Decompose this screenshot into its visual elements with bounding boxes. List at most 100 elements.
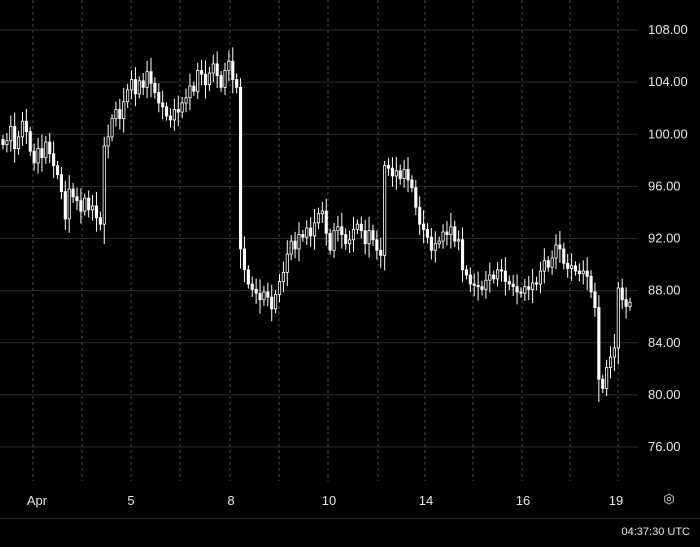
candle-body bbox=[507, 281, 511, 285]
candle-body bbox=[406, 169, 410, 181]
candle-body bbox=[219, 75, 223, 88]
candle-body bbox=[344, 234, 348, 245]
candle-body bbox=[141, 80, 145, 88]
candle-body bbox=[566, 262, 570, 269]
candle-body bbox=[312, 222, 317, 237]
candle-body bbox=[554, 244, 558, 259]
candle-body bbox=[79, 200, 83, 212]
candle-body bbox=[433, 243, 437, 251]
candle-body bbox=[293, 240, 297, 250]
candle-body bbox=[492, 274, 496, 280]
candle-body bbox=[17, 136, 21, 149]
candle-body bbox=[277, 281, 282, 295]
candle-body bbox=[145, 71, 149, 88]
candle-body bbox=[612, 347, 616, 358]
candle-body bbox=[429, 236, 433, 251]
candle-body bbox=[250, 283, 254, 290]
x-tick-label: Apr bbox=[27, 493, 48, 508]
candle-body bbox=[203, 73, 208, 86]
x-tick-label: 5 bbox=[127, 493, 134, 508]
candle-body bbox=[246, 269, 250, 285]
candle-body bbox=[285, 253, 289, 273]
candle-body bbox=[593, 291, 597, 308]
x-tick-label: 14 bbox=[419, 493, 433, 508]
candle-body bbox=[523, 286, 527, 294]
candle-body bbox=[398, 170, 402, 179]
candle-body bbox=[480, 286, 484, 290]
candle-body bbox=[410, 179, 414, 189]
candle-body bbox=[110, 118, 114, 138]
candle-body bbox=[1, 139, 5, 146]
candle-body bbox=[577, 270, 581, 275]
candle-body bbox=[351, 228, 356, 241]
candle-body bbox=[581, 270, 585, 275]
candle-body bbox=[550, 257, 554, 268]
candle-body bbox=[184, 97, 188, 104]
y-axis: 108.00 104.00 100.00 96.00 92.00 88.00 84.00 80… bbox=[648, 22, 688, 454]
candle-body bbox=[562, 248, 566, 264]
candle-body bbox=[620, 287, 624, 301]
candle-body bbox=[367, 230, 371, 245]
candle-body bbox=[63, 191, 67, 220]
candle-body bbox=[542, 260, 546, 272]
candle-body bbox=[122, 101, 126, 120]
candle-body bbox=[453, 226, 457, 242]
candle-body bbox=[340, 226, 344, 235]
candle-body bbox=[585, 270, 589, 277]
candle-body bbox=[9, 126, 13, 142]
candle-body bbox=[519, 291, 523, 294]
x-axis: Apr 5 8 10 14 16 19 bbox=[27, 493, 623, 508]
price-chart[interactable]: 108.00 104.00 100.00 96.00 92.00 88.00 84.00 80… bbox=[0, 0, 700, 518]
settings-hexagon-icon[interactable] bbox=[663, 493, 675, 505]
candle-body bbox=[289, 240, 293, 255]
candle-body bbox=[52, 153, 56, 166]
candle-body bbox=[126, 89, 130, 103]
candle-body bbox=[589, 275, 593, 293]
candle-body bbox=[422, 223, 426, 230]
candle-body bbox=[262, 291, 266, 301]
candle-body bbox=[383, 165, 387, 256]
candle-body bbox=[161, 102, 165, 108]
candle-body bbox=[309, 227, 313, 237]
y-tick-label: 88.00 bbox=[648, 283, 681, 298]
x-tick-label: 16 bbox=[516, 493, 530, 508]
candle-body bbox=[164, 106, 169, 117]
candle-body bbox=[355, 223, 359, 230]
candle-body bbox=[281, 271, 285, 282]
candle-body bbox=[5, 140, 9, 146]
candle-body bbox=[157, 92, 161, 104]
candle-body bbox=[445, 231, 449, 235]
candle-body bbox=[437, 240, 441, 245]
candle-body bbox=[40, 148, 44, 159]
candle-body bbox=[24, 120, 28, 133]
candle-body bbox=[223, 69, 227, 88]
candle-body bbox=[32, 150, 36, 164]
candle-body bbox=[538, 270, 542, 285]
candle-body bbox=[371, 230, 375, 241]
candle-body bbox=[503, 270, 507, 282]
candle-body bbox=[449, 226, 453, 235]
y-tick-label: 96.00 bbox=[648, 178, 681, 193]
candle-body bbox=[176, 109, 180, 113]
x-tick-label: 10 bbox=[322, 493, 336, 508]
candle-body bbox=[172, 109, 176, 121]
candle-body bbox=[573, 265, 578, 272]
candle-body bbox=[211, 63, 215, 74]
candle-body bbox=[231, 60, 235, 80]
candle-body bbox=[153, 83, 157, 93]
candle-body bbox=[55, 165, 60, 176]
utc-clock: 04:37:30 UTC bbox=[621, 526, 690, 538]
candle-body bbox=[91, 205, 95, 211]
candle-body bbox=[207, 72, 211, 86]
candle-body bbox=[460, 239, 465, 271]
candle-body bbox=[348, 239, 352, 245]
candle-body bbox=[558, 244, 562, 250]
x-tick-label: 8 bbox=[227, 493, 234, 508]
candle-body bbox=[13, 126, 17, 149]
y-tick-label: 104.00 bbox=[648, 74, 688, 89]
candle-body bbox=[336, 226, 340, 232]
candle-body bbox=[98, 217, 102, 225]
candle-body bbox=[297, 234, 301, 250]
candle-body bbox=[274, 294, 278, 310]
candle-body bbox=[390, 167, 395, 177]
